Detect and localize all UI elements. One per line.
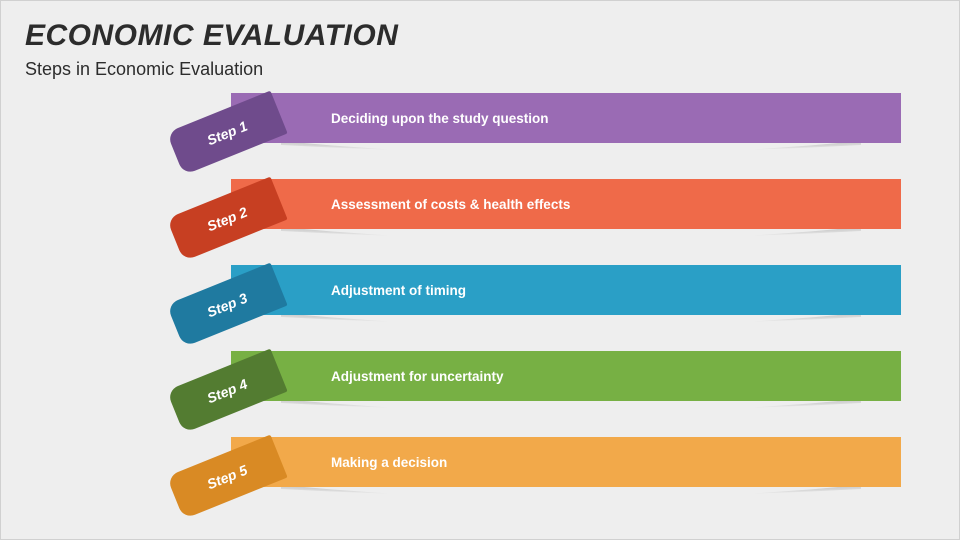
step-text: Making a decision: [331, 455, 447, 470]
step-shadow: [281, 399, 861, 417]
step-row: Adjustment of timing Step 3: [171, 265, 901, 315]
step-row: Adjustment for uncertainty Step 4: [171, 351, 901, 401]
step-shadow: [281, 313, 861, 331]
step-bar: Making a decision: [231, 437, 901, 487]
step-bar: Assessment of costs & health effects: [231, 179, 901, 229]
ribbon-label: Step 5: [167, 435, 288, 520]
ribbon-label: Step 2: [167, 177, 288, 262]
ribbon-label: Step 3: [167, 263, 288, 348]
page-subtitle: Steps in Economic Evaluation: [25, 59, 263, 80]
step-text: Adjustment of timing: [331, 283, 466, 298]
page-title: ECONOMIC EVALUATION: [25, 19, 398, 53]
step-ribbon: Step 4: [171, 351, 311, 401]
step-text: Assessment of costs & health effects: [331, 197, 570, 212]
step-ribbon: Step 3: [171, 265, 311, 315]
step-row: Deciding upon the study question Step 1: [171, 93, 901, 143]
step-ribbon: Step 1: [171, 93, 311, 143]
steps-container: Deciding upon the study question Step 1 As…: [171, 93, 901, 523]
step-label: Step 1: [205, 118, 250, 149]
step-row: Assessment of costs & health effects Step…: [171, 179, 901, 229]
step-label: Step 5: [205, 462, 250, 493]
ribbon-label: Step 4: [167, 349, 288, 434]
step-text: Adjustment for uncertainty: [331, 369, 504, 384]
step-label: Step 4: [205, 376, 250, 407]
step-bar: Adjustment of timing: [231, 265, 901, 315]
step-text: Deciding upon the study question: [331, 111, 549, 126]
step-shadow: [281, 141, 861, 159]
step-ribbon: Step 2: [171, 179, 311, 229]
step-bar: Adjustment for uncertainty: [231, 351, 901, 401]
step-row: Making a decision Step 5: [171, 437, 901, 487]
step-ribbon: Step 5: [171, 437, 311, 487]
step-shadow: [281, 227, 861, 245]
step-label: Step 3: [205, 290, 250, 321]
step-shadow: [281, 485, 861, 503]
step-label: Step 2: [205, 204, 250, 235]
ribbon-label: Step 1: [167, 91, 288, 176]
step-bar: Deciding upon the study question: [231, 93, 901, 143]
